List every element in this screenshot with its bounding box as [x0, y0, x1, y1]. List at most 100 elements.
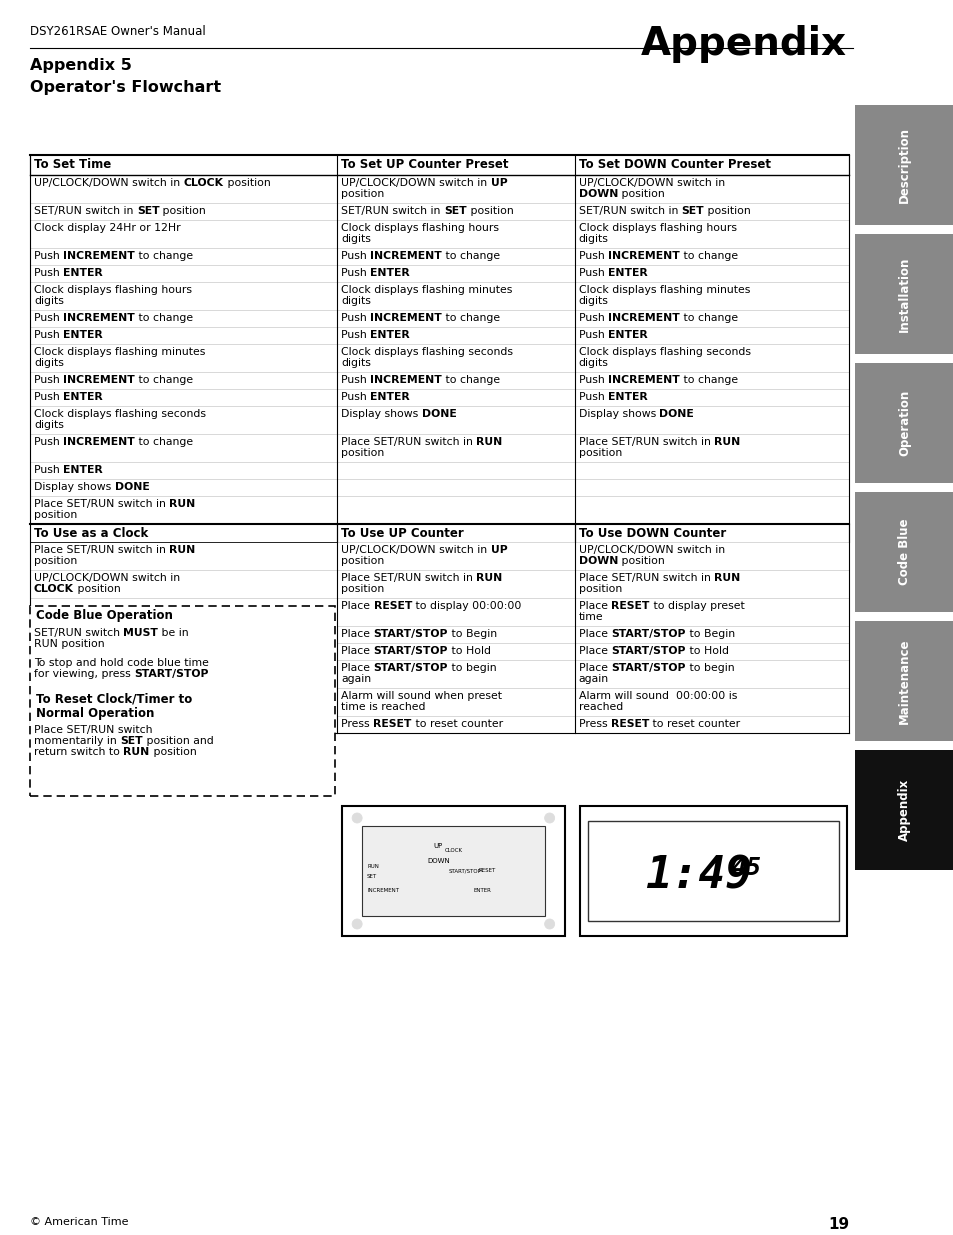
- Text: position: position: [703, 206, 750, 216]
- Text: Place: Place: [341, 663, 374, 673]
- Text: digits: digits: [578, 296, 608, 306]
- Text: position: position: [578, 584, 621, 594]
- Text: Alarm will sound  00:00:00 is: Alarm will sound 00:00:00 is: [578, 692, 737, 701]
- Text: CLOCK: CLOCK: [444, 848, 462, 853]
- Text: position: position: [618, 556, 664, 566]
- Text: Code Blue: Code Blue: [897, 519, 910, 585]
- Text: ENTER: ENTER: [63, 330, 103, 340]
- Text: RESET: RESET: [373, 719, 411, 729]
- Text: time: time: [578, 613, 602, 622]
- Text: RESET: RESET: [611, 601, 649, 611]
- Text: Appendix: Appendix: [640, 25, 846, 63]
- Text: Place: Place: [341, 629, 374, 638]
- Text: ENTER: ENTER: [607, 391, 647, 403]
- Text: Display shows: Display shows: [578, 409, 659, 419]
- Text: DONE: DONE: [421, 409, 456, 419]
- Text: INCREMENT: INCREMENT: [607, 251, 679, 261]
- Text: digits: digits: [341, 233, 371, 245]
- Text: UP: UP: [490, 178, 507, 188]
- Text: SET: SET: [136, 206, 159, 216]
- Text: Code Blue Operation: Code Blue Operation: [36, 609, 172, 622]
- Text: position and: position and: [143, 736, 213, 746]
- Text: to change: to change: [135, 312, 193, 324]
- Text: Push: Push: [341, 330, 370, 340]
- Bar: [854, 492, 953, 613]
- Text: Place: Place: [341, 646, 374, 656]
- Text: Place SET/RUN switch in: Place SET/RUN switch in: [34, 499, 170, 509]
- Text: Push: Push: [34, 466, 63, 475]
- Text: RUN: RUN: [713, 437, 740, 447]
- Text: position: position: [618, 189, 664, 199]
- Bar: [854, 750, 953, 869]
- Text: Push: Push: [578, 251, 607, 261]
- Text: to change: to change: [135, 251, 193, 261]
- Circle shape: [544, 919, 554, 929]
- Text: START/STOP: START/STOP: [374, 663, 448, 673]
- Text: ENTER: ENTER: [607, 268, 647, 278]
- Text: to change: to change: [135, 375, 193, 385]
- Text: To stop and hold code blue time: To stop and hold code blue time: [34, 658, 209, 668]
- Text: 1:49: 1:49: [644, 855, 751, 898]
- Text: Push: Push: [34, 391, 63, 403]
- Text: 45: 45: [731, 856, 760, 881]
- Text: return switch to: return switch to: [34, 747, 123, 757]
- Text: Push: Push: [341, 391, 370, 403]
- Text: Clock displays flashing minutes: Clock displays flashing minutes: [341, 285, 512, 295]
- Text: Push: Push: [578, 391, 607, 403]
- Text: digits: digits: [578, 358, 608, 368]
- Text: Push: Push: [34, 330, 63, 340]
- Text: RUN: RUN: [170, 499, 195, 509]
- Bar: [587, 821, 838, 921]
- Text: UP/CLOCK/DOWN switch in: UP/CLOCK/DOWN switch in: [341, 178, 490, 188]
- Text: ENTER: ENTER: [370, 391, 410, 403]
- Text: Clock displays flashing minutes: Clock displays flashing minutes: [578, 285, 749, 295]
- Text: Clock displays flashing minutes: Clock displays flashing minutes: [34, 347, 205, 357]
- Text: position: position: [578, 448, 621, 458]
- Text: Push: Push: [578, 268, 607, 278]
- Text: To Set UP Counter Preset: To Set UP Counter Preset: [341, 158, 508, 170]
- Text: ENTER: ENTER: [63, 466, 103, 475]
- Text: to change: to change: [441, 251, 499, 261]
- Text: again: again: [341, 674, 371, 684]
- Text: INCREMENT: INCREMENT: [607, 375, 679, 385]
- Text: UP/CLOCK/DOWN switch in: UP/CLOCK/DOWN switch in: [34, 573, 180, 583]
- Text: Appendix: Appendix: [897, 779, 910, 841]
- Text: INCREMENT: INCREMENT: [63, 437, 135, 447]
- Text: Place SET/RUN switch in: Place SET/RUN switch in: [341, 437, 476, 447]
- Text: Display shows: Display shows: [34, 482, 114, 492]
- Text: to reset counter: to reset counter: [648, 719, 740, 729]
- Text: to display 00:00:00: to display 00:00:00: [412, 601, 521, 611]
- Text: position: position: [159, 206, 206, 216]
- Text: To Set DOWN Counter Preset: To Set DOWN Counter Preset: [578, 158, 770, 170]
- Text: CLOCK: CLOCK: [34, 584, 74, 594]
- Circle shape: [352, 813, 362, 823]
- Text: To Use as a Clock: To Use as a Clock: [34, 527, 148, 540]
- Text: INCREMENT: INCREMENT: [63, 312, 135, 324]
- Text: DOWN: DOWN: [427, 858, 449, 864]
- Text: to Begin: to Begin: [448, 629, 497, 638]
- Circle shape: [352, 919, 362, 929]
- Bar: [854, 363, 953, 483]
- Text: ENTER: ENTER: [607, 330, 647, 340]
- Text: be in: be in: [158, 629, 189, 638]
- Text: Place SET/RUN switch in: Place SET/RUN switch in: [578, 437, 713, 447]
- Text: to change: to change: [441, 375, 499, 385]
- Text: to change: to change: [679, 375, 737, 385]
- Text: to change: to change: [135, 437, 193, 447]
- Text: START/STOP: START/STOP: [611, 629, 685, 638]
- Text: UP/CLOCK/DOWN switch in: UP/CLOCK/DOWN switch in: [578, 545, 724, 555]
- Text: digits: digits: [341, 358, 371, 368]
- Text: to Hold: to Hold: [448, 646, 491, 656]
- Text: Clock displays flashing seconds: Clock displays flashing seconds: [341, 347, 513, 357]
- Text: INCREMENT: INCREMENT: [63, 251, 135, 261]
- Text: Press: Press: [578, 719, 610, 729]
- Text: SET: SET: [680, 206, 703, 216]
- Text: SET: SET: [443, 206, 466, 216]
- Text: Place: Place: [341, 601, 374, 611]
- Text: Maintenance: Maintenance: [897, 638, 910, 724]
- Text: Place SET/RUN switch in: Place SET/RUN switch in: [578, 573, 713, 583]
- Text: time is reached: time is reached: [341, 701, 425, 713]
- Text: Clock displays flashing hours: Clock displays flashing hours: [34, 285, 192, 295]
- Text: position: position: [150, 747, 196, 757]
- Text: RUN position: RUN position: [34, 638, 105, 650]
